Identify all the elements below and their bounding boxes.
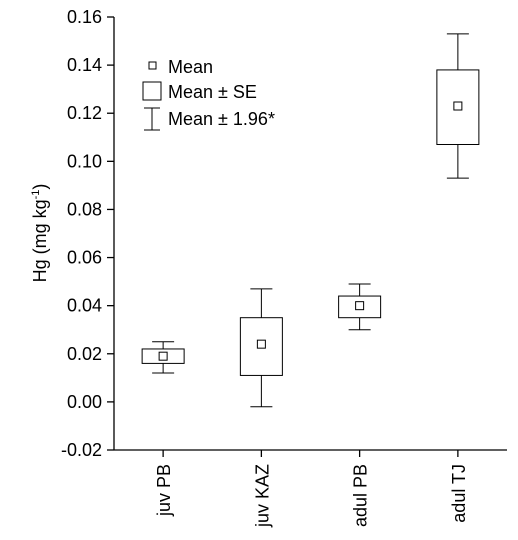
- category-mark-group: [436, 33, 480, 179]
- legend-whisker-symbol: [144, 107, 160, 131]
- y-tick-label: 0.14: [67, 55, 102, 75]
- y-tick-label: 0.04: [67, 296, 102, 316]
- legend: Mean Mean ± SE Mean ± 1.96*: [142, 57, 275, 131]
- x-tick-label: adul PB: [351, 464, 371, 527]
- y-tick-label: 0.00: [67, 392, 102, 412]
- mean-marker: [256, 339, 266, 349]
- mean-marker: [453, 101, 463, 111]
- se-box: [436, 69, 480, 145]
- legend-label: Mean: [168, 57, 213, 77]
- mean-marker: [158, 351, 168, 361]
- box-marks: [141, 33, 480, 408]
- y-tick-label: 0.12: [67, 103, 102, 123]
- y-tick-label: -0.02: [61, 440, 102, 460]
- legend-label: Mean ± SE: [168, 82, 257, 102]
- y-axis-title-close: ): [30, 184, 50, 190]
- x-axis: juv PB juv KAZ adul PB adul TJ: [154, 450, 469, 528]
- y-axis-title-superscript: -1: [30, 190, 42, 200]
- x-tick-label: juv KAZ: [252, 464, 272, 528]
- y-tick-label: 0.16: [67, 7, 102, 27]
- category-mark-group: [338, 283, 382, 331]
- mean-marker: [355, 301, 365, 311]
- legend-label: Mean ± 1.96*: [168, 109, 275, 129]
- legend-box-symbol: [142, 81, 162, 101]
- category-mark-group: [141, 341, 185, 374]
- y-axis-title: Hg (mg kg-1): [30, 184, 50, 283]
- x-tick-label: juv PB: [154, 464, 174, 517]
- y-tick-label: 0.02: [67, 344, 102, 364]
- y-axis: -0.02 0.00 0.02 0.04 0.06 0.08 0.10 0.12 0.14 0.1…: [61, 7, 114, 460]
- y-tick-label: 0.08: [67, 199, 102, 219]
- y-tick-label: 0.10: [67, 151, 102, 171]
- plot-area: [113, 17, 507, 451]
- legend-mean-symbol: [148, 61, 157, 70]
- x-tick-label: adul TJ: [449, 464, 469, 523]
- category-mark-group: [239, 288, 283, 408]
- y-tick-label: 0.06: [67, 248, 102, 268]
